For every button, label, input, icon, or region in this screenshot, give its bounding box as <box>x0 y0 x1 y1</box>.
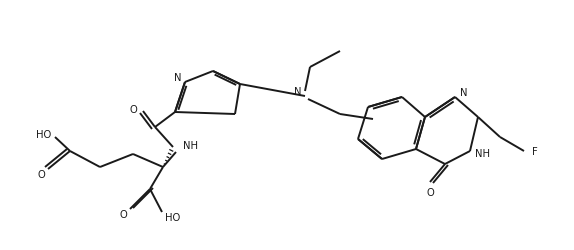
Text: NH: NH <box>183 140 198 150</box>
Text: O: O <box>129 104 137 115</box>
Text: N: N <box>173 73 181 83</box>
Text: O: O <box>119 209 127 219</box>
Text: N: N <box>293 87 301 97</box>
Text: O: O <box>37 169 45 179</box>
Text: NH: NH <box>475 148 490 158</box>
Text: HO: HO <box>36 130 51 140</box>
Text: HO: HO <box>165 212 180 222</box>
Text: F: F <box>532 146 538 156</box>
Text: N: N <box>460 88 467 98</box>
Text: O: O <box>426 187 434 197</box>
